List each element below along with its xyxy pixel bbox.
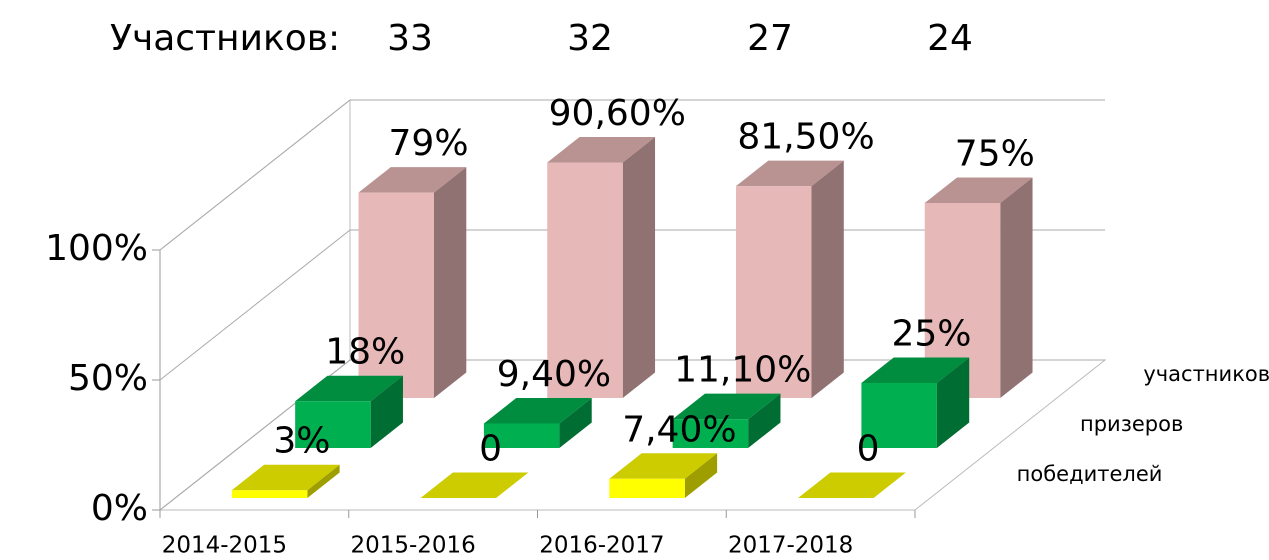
data-label: 0 [479, 429, 502, 470]
data-label: 75% [955, 134, 1035, 175]
bar [672, 419, 749, 448]
bar [547, 162, 623, 398]
bar [861, 383, 937, 448]
header-value: 32 [567, 18, 613, 59]
x-tick-label: 2015-2016 [350, 533, 475, 559]
grid-line [159, 359, 1105, 511]
data-label: 11,10% [674, 350, 811, 391]
bar [735, 186, 812, 398]
data-label: 0 [857, 429, 880, 470]
bar-side [748, 393, 781, 448]
bar-top [798, 472, 906, 498]
bar-top [735, 160, 844, 187]
bar-top [358, 167, 467, 193]
header-value: 27 [747, 18, 793, 59]
data-label: 18% [325, 332, 405, 373]
y-tick-label: 0% [91, 488, 148, 529]
bar-side [307, 464, 340, 498]
bar [924, 203, 1001, 398]
bar-top [547, 136, 656, 163]
bar-top [672, 393, 781, 420]
series-label: призеров [1080, 412, 1183, 436]
bar [231, 490, 308, 498]
bar [483, 423, 560, 448]
bar-top [231, 464, 340, 491]
header-label: Участников: [110, 18, 340, 59]
x-tick-label: 2017-2018 [728, 533, 853, 559]
data-label: 9,40% [497, 354, 611, 395]
y-tick-label: 100% [45, 228, 148, 269]
series-label: участников [1143, 362, 1269, 386]
bar-top [609, 453, 718, 479]
data-label: 3% [273, 421, 330, 462]
x-tick-label: 2014-2015 [162, 533, 287, 559]
data-label: 25% [891, 314, 971, 355]
bar-side [684, 453, 718, 498]
bar-side [370, 375, 403, 448]
bar-side [559, 398, 592, 448]
bar-side [936, 357, 970, 448]
bar [609, 478, 685, 498]
bar-side [433, 167, 467, 398]
grid-line [159, 99, 1105, 251]
data-label: 90,60% [549, 93, 686, 134]
grid-line [159, 229, 1105, 381]
header-value: 33 [387, 18, 433, 59]
bar [295, 401, 371, 448]
y-tick-label: 50% [68, 358, 148, 399]
series-label: победителей [1017, 462, 1163, 486]
bar-top [295, 375, 403, 402]
bar-top [861, 357, 970, 383]
data-label: 7,40% [622, 409, 736, 450]
data-label: 79% [389, 123, 469, 164]
x-tick-label: 2016-2017 [539, 533, 664, 559]
data-label: 81,50% [737, 117, 874, 158]
bar-top [483, 398, 592, 424]
bar-top [420, 472, 529, 498]
bar-side [1000, 177, 1033, 398]
bar-top [924, 177, 1033, 203]
bar-side [622, 136, 656, 398]
bar-side [811, 160, 844, 398]
bar [358, 192, 434, 398]
header-value: 24 [927, 18, 973, 59]
